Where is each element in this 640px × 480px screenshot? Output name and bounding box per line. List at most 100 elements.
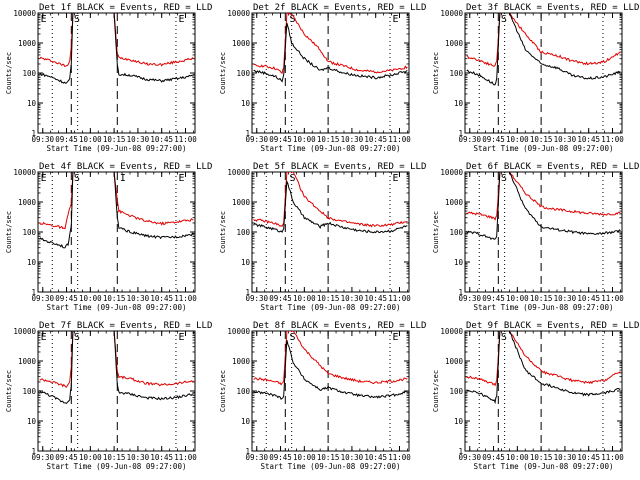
- x-tick-label: 10:00: [79, 453, 102, 462]
- x-axis-label: Start Time (09-Jun-08 09:27:00): [47, 144, 187, 153]
- marker-letter: E: [393, 14, 399, 25]
- x-tick-label: 10:15: [103, 453, 126, 462]
- y-tick-label: 1: [458, 288, 463, 297]
- y-tick-label: 10: [27, 417, 37, 426]
- events-line: [466, 172, 621, 240]
- x-tick-label: 11:00: [388, 453, 411, 462]
- y-tick-label: 100: [22, 69, 36, 78]
- y-tick-label: 1000: [232, 39, 251, 48]
- events-line: [253, 339, 408, 400]
- series-group: [466, 331, 621, 405]
- x-tick-label: 09:30: [458, 135, 481, 144]
- events-line: [39, 331, 194, 405]
- x-tick-label: 10:30: [554, 453, 577, 462]
- events-line: [39, 13, 194, 84]
- x-tick-label: 10:15: [317, 294, 340, 303]
- x-tick-label: 11:00: [174, 453, 197, 462]
- chart-title: Det 5f BLACK = Events, RED = LLD: [253, 162, 426, 172]
- series-group: [466, 172, 621, 240]
- x-axis-label: Start Time (09-Jun-08 09:27:00): [474, 144, 614, 153]
- marker-letter: S: [74, 173, 80, 184]
- y-tick-label: 1000: [445, 357, 464, 366]
- x-axis-label: Start Time (09-Jun-08 09:27:00): [47, 303, 187, 312]
- marker-letter: E: [393, 173, 399, 184]
- lld-line: [466, 172, 621, 221]
- y-axis-label: Counts/sec: [432, 211, 440, 253]
- x-axis-label: Start Time (09-Jun-08 09:27:00): [261, 462, 401, 471]
- chart-panel: Det 3f BLACK = Events, RED = LLD Counts/s…: [432, 3, 639, 153]
- y-tick-label: 10000: [227, 327, 250, 336]
- chart-title: Det 1f BLACK = Events, RED = LLD: [39, 3, 212, 13]
- y-tick-label: 1000: [445, 39, 464, 48]
- x-tick-label: 10:15: [530, 294, 553, 303]
- x-tick-label: 10:15: [530, 453, 553, 462]
- x-axis-label: Start Time (09-Jun-08 09:27:00): [261, 303, 401, 312]
- plot-frame: [464, 12, 623, 134]
- chart-title: Det 9f BLACK = Events, RED = LLD: [466, 321, 639, 331]
- chart-title: Det 3f BLACK = Events, RED = LLD: [466, 3, 639, 13]
- events-line: [253, 179, 408, 234]
- y-axis-label: Counts/sec: [5, 370, 13, 412]
- y-tick-label: 1: [245, 129, 250, 138]
- x-tick-label: 10:45: [150, 453, 173, 462]
- marker-letter: E: [41, 14, 47, 25]
- x-tick-label: 10:15: [103, 294, 126, 303]
- y-tick-label: 10: [241, 258, 251, 267]
- y-tick-label: 10: [454, 258, 464, 267]
- x-tick-label: 09:30: [31, 294, 54, 303]
- series-group: [253, 13, 408, 83]
- x-tick-label: 09:30: [458, 294, 481, 303]
- events-line: [39, 172, 194, 249]
- y-tick-label: 10: [241, 417, 251, 426]
- y-tick-label: 10000: [13, 168, 36, 177]
- x-tick-label: 10:45: [577, 294, 600, 303]
- x-axis-label: Start Time (09-Jun-08 09:27:00): [474, 462, 614, 471]
- x-tick-label: 09:45: [269, 294, 292, 303]
- y-tick-label: 1000: [18, 198, 37, 207]
- y-tick-label: 1: [458, 129, 463, 138]
- x-tick-label: 10:30: [341, 453, 364, 462]
- x-tick-label: 10:45: [577, 453, 600, 462]
- y-tick-label: 1000: [232, 198, 251, 207]
- y-tick-label: 10: [454, 99, 464, 108]
- y-axis-label: Counts/sec: [5, 211, 13, 253]
- plot-frame: [251, 171, 410, 293]
- x-tick-label: 10:30: [127, 453, 150, 462]
- x-tick-label: 09:45: [482, 135, 505, 144]
- x-tick-label: 09:30: [458, 453, 481, 462]
- y-tick-label: 100: [236, 387, 250, 396]
- x-tick-label: 09:30: [245, 294, 268, 303]
- y-tick-label: 10: [454, 417, 464, 426]
- x-tick-label: 09:30: [245, 453, 268, 462]
- chart-panel: Det 6f BLACK = Events, RED = LLD Counts/s…: [432, 162, 639, 312]
- marker-letter: E: [179, 173, 185, 184]
- chart-panel: Det 5f BLACK = Events, RED = LLD Counts/s…: [219, 162, 426, 312]
- chart-panel: Det 7f BLACK = Events, RED = LLD Counts/s…: [5, 321, 212, 471]
- y-tick-label: 10000: [440, 327, 463, 336]
- x-tick-label: 11:00: [601, 453, 624, 462]
- series-group: [253, 172, 408, 234]
- plot-frame: [37, 12, 196, 134]
- x-tick-label: 10:30: [554, 135, 577, 144]
- x-axis-label: Start Time (09-Jun-08 09:27:00): [474, 303, 614, 312]
- x-tick-label: 10:30: [127, 135, 150, 144]
- y-axis-label: Counts/sec: [219, 370, 227, 412]
- x-tick-label: 09:45: [55, 294, 78, 303]
- x-tick-label: 10:30: [341, 294, 364, 303]
- y-tick-label: 10000: [13, 327, 36, 336]
- y-tick-label: 1000: [18, 39, 37, 48]
- marker-letter: S: [501, 332, 507, 343]
- x-tick-label: 11:00: [601, 135, 624, 144]
- y-tick-label: 1: [31, 447, 36, 456]
- x-tick-label: 11:00: [174, 294, 197, 303]
- x-tick-label: 09:30: [245, 135, 268, 144]
- marker-letter: E: [41, 173, 47, 184]
- events-line: [253, 22, 408, 83]
- marker-letter: S: [74, 332, 80, 343]
- x-axis-label: Start Time (09-Jun-08 09:27:00): [47, 462, 187, 471]
- chart-title: Det 6f BLACK = Events, RED = LLD: [466, 162, 639, 172]
- x-tick-label: 11:00: [388, 135, 411, 144]
- marker-letter: S: [289, 332, 295, 343]
- x-tick-label: 10:45: [364, 135, 387, 144]
- y-tick-label: 10: [27, 258, 37, 267]
